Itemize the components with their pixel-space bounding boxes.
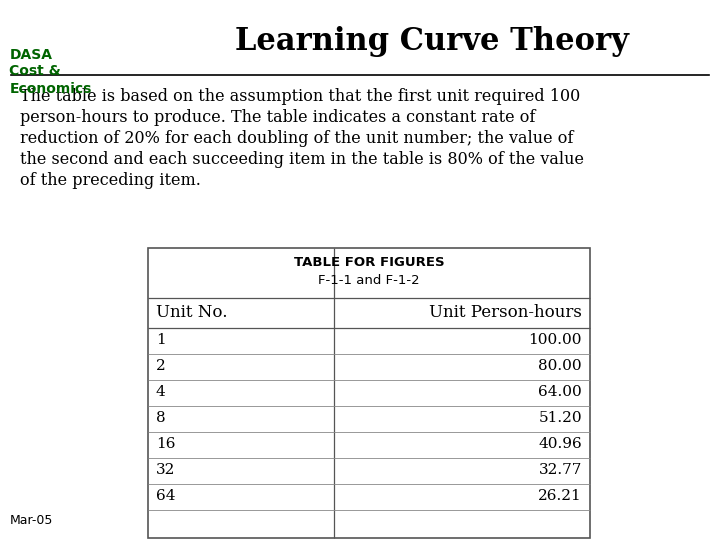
Text: 4: 4 xyxy=(156,385,166,399)
Text: 32.77: 32.77 xyxy=(539,463,582,477)
Text: TABLE FOR FIGURES: TABLE FOR FIGURES xyxy=(294,256,444,269)
Bar xyxy=(148,248,590,538)
Text: 1: 1 xyxy=(156,333,166,347)
Text: Learning Curve Theory: Learning Curve Theory xyxy=(235,26,629,57)
Text: Cost &: Cost & xyxy=(9,64,61,78)
Text: 26.21: 26.21 xyxy=(539,489,582,503)
Text: F-1-1 and F-1-2: F-1-1 and F-1-2 xyxy=(318,274,420,287)
Text: of the preceding item.: of the preceding item. xyxy=(20,172,201,189)
Text: Economics: Economics xyxy=(9,82,91,96)
Text: 16: 16 xyxy=(156,437,176,451)
Text: the second and each succeeding item in the table is 80% of the value: the second and each succeeding item in t… xyxy=(20,151,584,168)
Text: 8: 8 xyxy=(156,411,166,425)
Text: Unit No.: Unit No. xyxy=(156,304,228,321)
Text: 40.96: 40.96 xyxy=(539,437,582,451)
Text: 100.00: 100.00 xyxy=(528,333,582,347)
Text: Unit Person-hours: Unit Person-hours xyxy=(429,304,582,321)
Text: 64: 64 xyxy=(156,489,176,503)
Text: DASA: DASA xyxy=(9,48,53,62)
Text: 2: 2 xyxy=(156,359,166,373)
Text: Mar-05: Mar-05 xyxy=(9,514,53,526)
Text: 64.00: 64.00 xyxy=(539,385,582,399)
Text: 80.00: 80.00 xyxy=(539,359,582,373)
Text: 32: 32 xyxy=(156,463,176,477)
Text: The table is based on the assumption that the first unit required 100: The table is based on the assumption tha… xyxy=(20,88,580,105)
Text: person-hours to produce. The table indicates a constant rate of: person-hours to produce. The table indic… xyxy=(20,109,536,126)
Text: reduction of 20% for each doubling of the unit number; the value of: reduction of 20% for each doubling of th… xyxy=(20,130,573,147)
Text: 51.20: 51.20 xyxy=(539,411,582,425)
